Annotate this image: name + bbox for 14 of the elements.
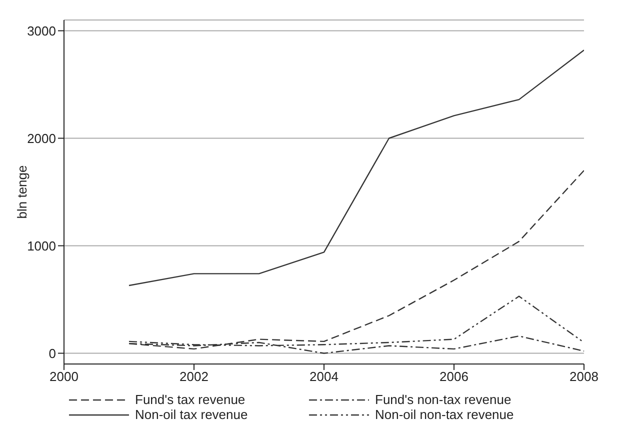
legend-label: Non-oil tax revenue	[135, 407, 248, 422]
y-tick-label: 0	[48, 346, 56, 361]
y-axis-title: bln tenge	[14, 165, 30, 219]
legend-label: Non-oil non-tax revenue	[375, 407, 514, 422]
y-tick-label: 2000	[27, 130, 56, 146]
y-tick-label: 1000	[27, 238, 56, 254]
legend-label: Fund's tax revenue	[135, 392, 246, 407]
x-tick-label: 2000	[50, 369, 78, 384]
x-tick-label: 2006	[440, 369, 468, 384]
x-tick-label: 2002	[180, 369, 208, 384]
y-tick-label: 3000	[27, 23, 56, 38]
x-tick-label: 2008	[570, 369, 598, 384]
x-tick-label: 2004	[310, 369, 338, 384]
legend-label: Fund's non-tax revenue	[375, 392, 512, 407]
